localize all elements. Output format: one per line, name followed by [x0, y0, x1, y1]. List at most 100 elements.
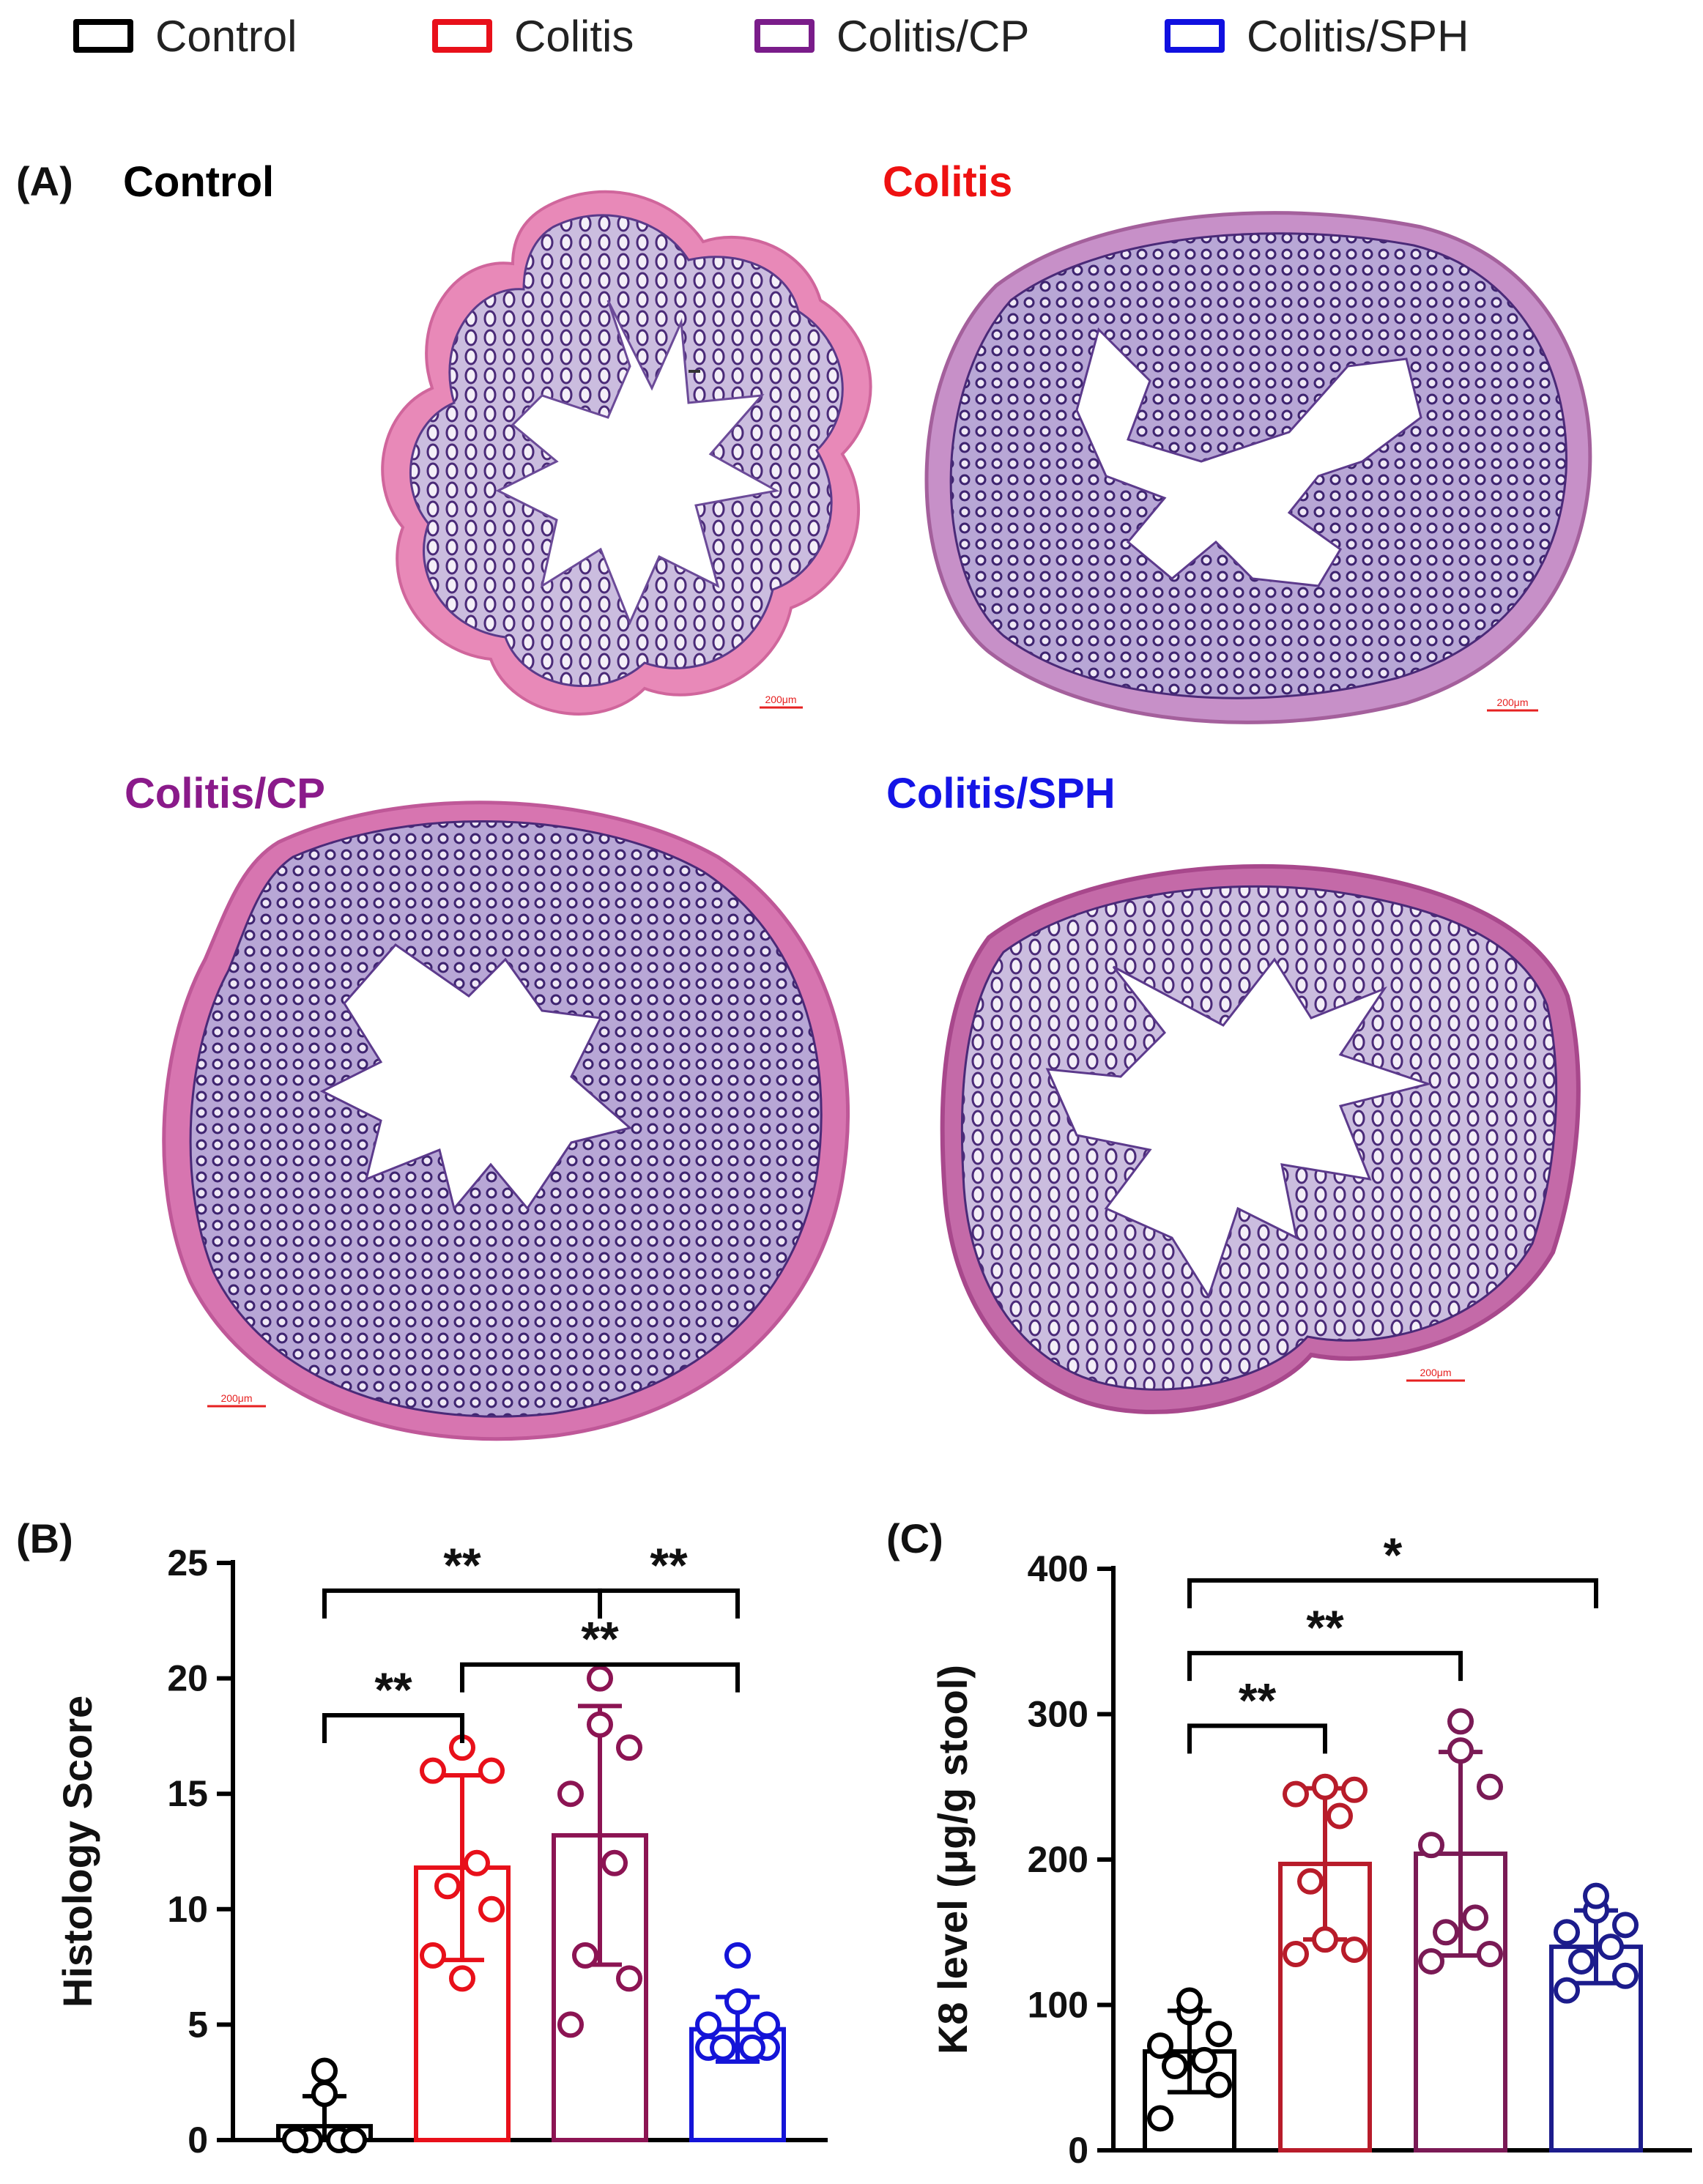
data-point: [754, 2011, 780, 2038]
significance-bracket: [460, 1662, 740, 1693]
data-point: [1206, 2021, 1232, 2048]
data-point: [1554, 1919, 1580, 1946]
data-point: [311, 2080, 338, 2107]
legend-label: Control: [155, 11, 297, 61]
histology-image-control: 200μm: [381, 190, 872, 716]
significance-label: **: [374, 1663, 412, 1717]
data-point: [1206, 2071, 1232, 2098]
histology-image-colitis-cp: 200μm: [162, 801, 850, 1441]
data-point: [1312, 1926, 1338, 1953]
data-point: [1147, 2032, 1173, 2059]
data-point: [1462, 1904, 1488, 1931]
data-point: [695, 2011, 721, 2038]
data-point: [449, 1965, 475, 1992]
y-tick-label: 200: [1028, 1839, 1088, 1880]
data-point: [587, 1665, 613, 1692]
data-point: [1568, 1947, 1595, 1975]
data-point: [1162, 2052, 1188, 2079]
data-point: [724, 1942, 751, 1969]
panel-b-label: (B): [16, 1515, 73, 1561]
y-axis-label: K8 level (μg/g stool): [930, 1665, 976, 2054]
legend-label: Colitis: [514, 11, 634, 61]
y-axis-label: Histology Score: [54, 1695, 100, 2007]
data-point: [420, 1757, 446, 1784]
data-point: [572, 1942, 598, 1969]
significance-bracket: [322, 1588, 602, 1619]
significance-bracket: [598, 1588, 740, 1619]
scale-bar-label: 200μm: [765, 694, 796, 705]
significance-label: **: [1306, 1600, 1344, 1654]
legend: Control Colitis Colitis/CP Colitis/SPH: [0, 0, 1703, 81]
legend-item-colitis: Colitis: [432, 10, 634, 62]
data-point: [1554, 1977, 1580, 2004]
data-point: [311, 2057, 338, 2084]
data-point: [601, 1849, 628, 1876]
data-point: [1341, 1776, 1368, 1803]
histology-title-colitis: Colitis: [883, 158, 1013, 206]
data-point: [1598, 1934, 1624, 1961]
data-point: [1418, 1832, 1444, 1859]
legend-item-colitis-cp: Colitis/CP: [754, 10, 1029, 62]
legend-label: Colitis/CP: [836, 11, 1030, 61]
data-point: [1477, 1941, 1503, 1968]
data-point: [1418, 1947, 1444, 1975]
data-point: [1283, 1780, 1309, 1808]
y-tick-label: 300: [1028, 1694, 1088, 1735]
data-point: [282, 2127, 308, 2153]
histology-image-colitis-sph: 200μm: [940, 863, 1581, 1414]
panel-c-label: (C): [886, 1515, 943, 1561]
legend-swatch-control: [73, 19, 133, 53]
y-tick-label: 10: [167, 1889, 208, 1930]
y-tick-label: 5: [188, 2004, 208, 2045]
data-point: [478, 1757, 505, 1784]
significance-label: *: [1384, 1528, 1403, 1582]
data-point: [1433, 1919, 1459, 1946]
data-point: [1297, 1868, 1324, 1895]
data-point: [1147, 2105, 1173, 2132]
data-point: [1327, 1802, 1353, 1830]
y-tick-label: 400: [1028, 1548, 1088, 1589]
significance-label: **: [443, 1538, 481, 1592]
data-point: [1447, 1737, 1474, 1764]
data-point: [1283, 1941, 1309, 1968]
significance-bracket: [322, 1713, 464, 1744]
significance-label: **: [650, 1538, 688, 1592]
y-tick-label: 20: [167, 1658, 208, 1699]
scale-bar-label: 200μm: [1496, 697, 1528, 708]
scale-bar-label: 200μm: [1420, 1367, 1451, 1378]
data-point: [1191, 2046, 1217, 2073]
data-point: [1341, 1936, 1368, 1964]
data-point: [724, 1988, 751, 2015]
legend-label: Colitis/SPH: [1247, 11, 1469, 61]
histology-title-colitis-sph: Colitis/SPH: [886, 770, 1116, 817]
data-point: [1176, 1987, 1203, 2014]
significance-bracket: [1187, 1651, 1463, 1682]
significance-bracket: [1187, 1723, 1327, 1754]
y-tick-label: 25: [167, 1542, 208, 1583]
significance-label: **: [1239, 1673, 1277, 1727]
data-point: [710, 2034, 736, 2061]
data-point: [587, 1711, 613, 1738]
data-point: [464, 1849, 490, 1876]
panel-a-label: (A): [16, 158, 73, 204]
data-point: [1612, 1912, 1639, 1939]
legend-item-colitis-sph: Colitis/SPH: [1165, 10, 1469, 62]
data-point: [1447, 1708, 1474, 1735]
significance-bracket: [1187, 1578, 1598, 1608]
data-point: [478, 1895, 505, 1923]
legend-swatch-colitis-cp: [754, 19, 815, 53]
scale-bar-label: 200μm: [220, 1392, 252, 1404]
y-tick-label: 0: [1068, 2130, 1088, 2171]
data-point: [1612, 1962, 1639, 1989]
histology-title-control: Control: [123, 158, 275, 206]
data-point: [1312, 1773, 1338, 1800]
legend-swatch-colitis: [432, 19, 492, 53]
data-point: [557, 2011, 584, 2038]
data-point: [341, 2127, 367, 2153]
y-tick-label: 0: [188, 2120, 208, 2161]
data-point: [616, 1965, 642, 1992]
data-point: [557, 1780, 584, 1808]
data-point: [1583, 1882, 1609, 1909]
histology-title-colitis-cp: Colitis/CP: [125, 770, 325, 817]
